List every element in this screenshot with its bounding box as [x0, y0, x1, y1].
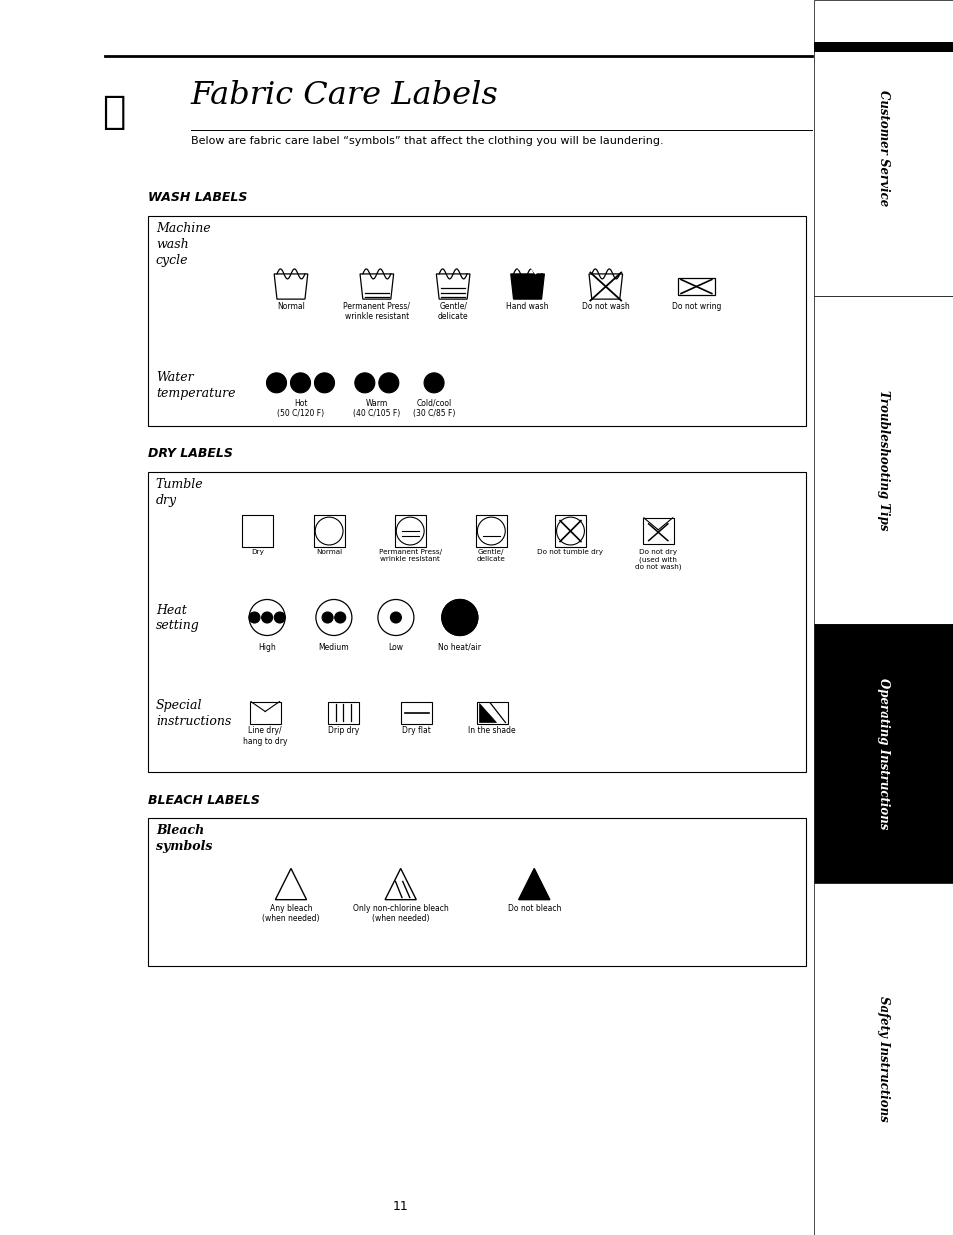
Bar [242, 515, 273, 547]
Polygon shape [359, 274, 394, 299]
Text: In the shade: In the shade [468, 726, 516, 735]
Bar [555, 515, 585, 547]
Polygon shape [436, 274, 470, 299]
Circle shape [476, 517, 505, 545]
Circle shape [249, 613, 260, 622]
Text: Medium: Medium [318, 642, 349, 652]
Bar [314, 515, 344, 547]
Circle shape [395, 517, 424, 545]
Text: Gentle/
delicate: Gentle/ delicate [437, 301, 468, 321]
Text: WASH LABELS: WASH LABELS [148, 191, 247, 205]
Bar [148, 216, 805, 426]
Circle shape [355, 373, 375, 393]
Text: Machine
wash
cycle: Machine wash cycle [155, 222, 211, 267]
Circle shape [274, 613, 285, 622]
Text: Do not bleach: Do not bleach [507, 904, 560, 913]
Bar [678, 278, 714, 295]
Text: Tumble
dry: Tumble dry [155, 478, 203, 506]
Bar [476, 701, 507, 724]
Text: Any bleach
(when needed): Any bleach (when needed) [262, 904, 319, 923]
Bar [476, 515, 506, 547]
Circle shape [441, 599, 477, 636]
Polygon shape [588, 274, 622, 299]
Circle shape [291, 373, 310, 393]
Text: 🔧: 🔧 [102, 94, 126, 131]
Circle shape [261, 613, 273, 622]
Circle shape [314, 373, 335, 393]
Text: Cold/cool
(30 C/85 F): Cold/cool (30 C/85 F) [413, 399, 455, 419]
Bar [813, 624, 953, 883]
Text: Do not dry
(used with
do not wash): Do not dry (used with do not wash) [635, 550, 680, 571]
Bar [250, 701, 280, 724]
Text: Operating Instructions: Operating Instructions [877, 678, 889, 829]
Bar [642, 517, 673, 545]
Polygon shape [518, 868, 549, 899]
Bar [328, 701, 358, 724]
Polygon shape [385, 868, 416, 899]
Circle shape [556, 517, 584, 545]
Polygon shape [510, 274, 544, 299]
Text: Bleach
symbols: Bleach symbols [155, 824, 212, 852]
Text: Do not wring: Do not wring [671, 301, 720, 311]
Bar [401, 701, 432, 724]
Text: No heat/air: No heat/air [437, 642, 481, 652]
Text: Line dry/
hang to dry: Line dry/ hang to dry [243, 726, 287, 746]
Circle shape [441, 599, 477, 636]
Text: Hand wash: Hand wash [506, 301, 548, 311]
Text: Safety Instructions: Safety Instructions [877, 997, 889, 1121]
Circle shape [315, 599, 352, 636]
Bar [813, 296, 953, 624]
Text: Low: Low [388, 642, 403, 652]
Circle shape [322, 613, 333, 622]
Text: Heat
setting: Heat setting [155, 604, 199, 632]
Text: Troubleshooting Tips: Troubleshooting Tips [877, 390, 889, 530]
Circle shape [335, 613, 345, 622]
Bar [148, 818, 805, 966]
Bar [813, 883, 953, 1235]
Text: Only non-chlorine bleach
(when needed): Only non-chlorine bleach (when needed) [353, 904, 448, 923]
Bar [148, 472, 805, 772]
Text: Permanent Press/
wrinkle resistant: Permanent Press/ wrinkle resistant [343, 301, 410, 321]
Text: Customer Service: Customer Service [877, 90, 889, 206]
Text: Fabric Care Labels: Fabric Care Labels [191, 80, 498, 111]
Circle shape [424, 373, 443, 393]
Text: Do not tumble dry: Do not tumble dry [537, 550, 603, 555]
Circle shape [378, 373, 398, 393]
Circle shape [249, 599, 285, 636]
Circle shape [377, 599, 414, 636]
Text: Hot
(50 C/120 F): Hot (50 C/120 F) [276, 399, 324, 419]
Polygon shape [274, 274, 308, 299]
Text: Water
temperature: Water temperature [155, 370, 235, 400]
Bar [395, 515, 425, 547]
Text: Normal: Normal [276, 301, 305, 311]
Text: Dry flat: Dry flat [402, 726, 431, 735]
Polygon shape [275, 868, 306, 899]
Text: 11: 11 [393, 1199, 408, 1213]
Text: Permanent Press/
wrinkle resistant: Permanent Press/ wrinkle resistant [378, 550, 441, 562]
Circle shape [314, 517, 343, 545]
Text: BLEACH LABELS: BLEACH LABELS [148, 794, 259, 808]
Text: Do not wash: Do not wash [581, 301, 629, 311]
Text: Gentle/
delicate: Gentle/ delicate [476, 550, 505, 562]
Text: Special
instructions: Special instructions [155, 699, 231, 727]
Circle shape [390, 613, 401, 622]
Text: Normal: Normal [315, 550, 342, 555]
Bar [813, 42, 953, 52]
Text: Below are fabric care label “symbols” that affect the clothing you will be laund: Below are fabric care label “symbols” th… [191, 136, 662, 146]
Circle shape [266, 373, 286, 393]
Text: Warm
(40 C/105 F): Warm (40 C/105 F) [353, 399, 400, 419]
Bar [813, 0, 953, 296]
Text: DRY LABELS: DRY LABELS [148, 447, 233, 461]
Text: Dry: Dry [251, 550, 264, 555]
Polygon shape [478, 703, 495, 722]
Text: Drip dry: Drip dry [328, 726, 358, 735]
Text: High: High [258, 642, 275, 652]
